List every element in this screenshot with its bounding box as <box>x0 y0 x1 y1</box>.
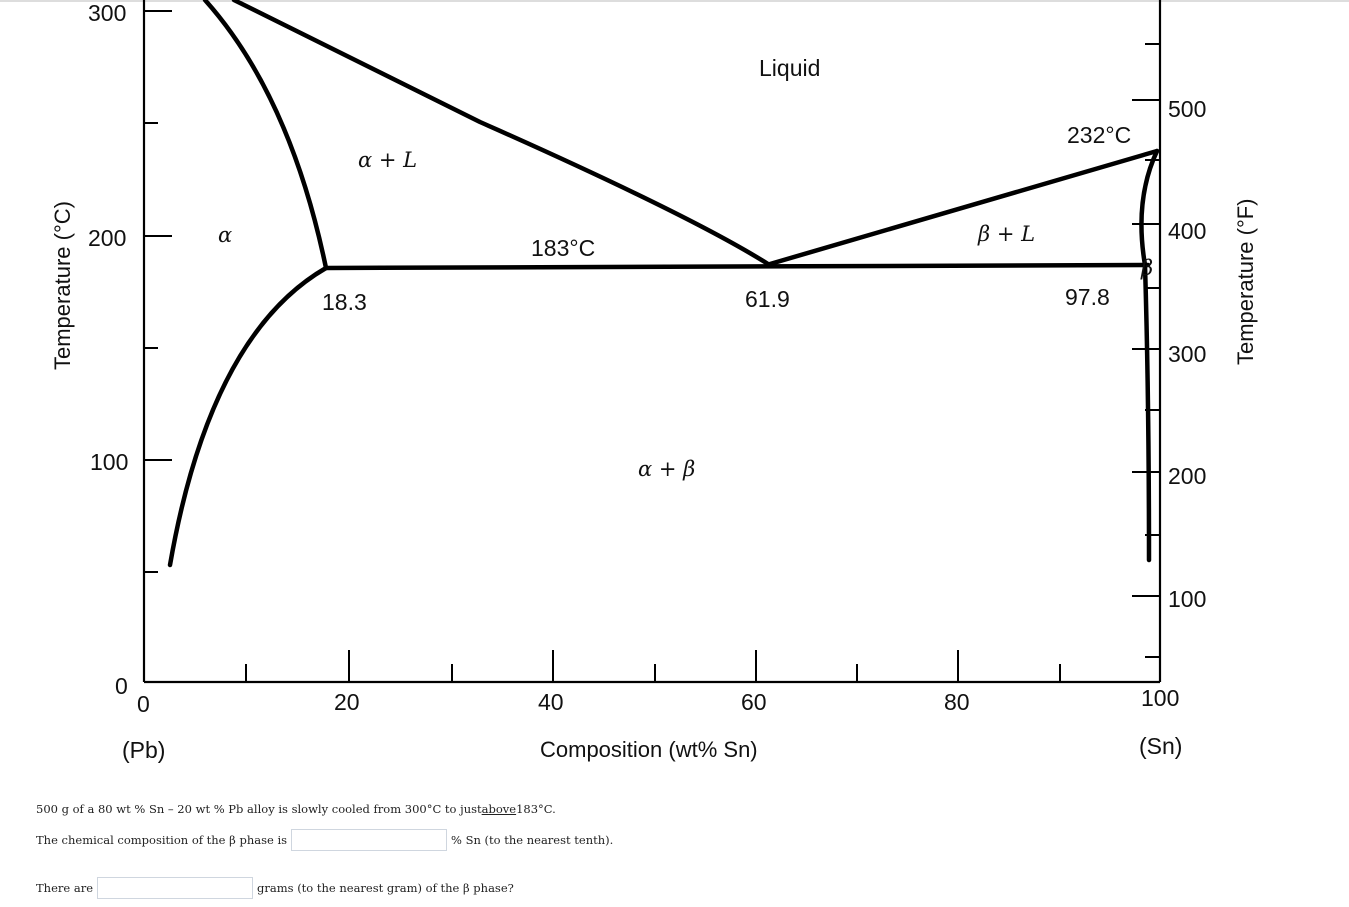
y-tick-0: 0 <box>115 673 128 699</box>
beta-solidus <box>1139 148 1160 268</box>
x-tick-0: 0 <box>137 691 150 717</box>
pb-label: (Pb) <box>122 737 165 763</box>
y-tick-100: 100 <box>90 449 128 475</box>
problem-statement: 500 g of a 80 wt % Sn – 20 wt % Pb alloy… <box>36 802 556 816</box>
y-axis-title-right: Temperature (°F) <box>1233 198 1258 365</box>
beta-mass-question: There are grams (to the nearest gram) of… <box>36 877 514 899</box>
liquidus-right <box>767 148 1160 267</box>
x-tick-80: 80 <box>944 689 970 715</box>
eutectic-comp-label: 61.9 <box>745 286 790 312</box>
sn-melting-label: 232°C <box>1067 122 1131 148</box>
region-alpha: α <box>218 223 232 247</box>
beta-composition-prompt: The chemical composition of the β phase … <box>36 833 288 847</box>
x-tick-60: 60 <box>741 689 767 715</box>
alpha-solvus <box>167 265 329 568</box>
beta-mass-units: grams (to the nearest gram) of the β pha… <box>257 881 514 895</box>
region-beta: β <box>1140 256 1153 280</box>
beta-mass-input[interactable] <box>97 877 254 899</box>
x-tick-100: 100 <box>1141 685 1179 711</box>
eutectic-line <box>323 262 1151 271</box>
eutectic-temp-label: 183°C <box>531 235 595 261</box>
left-ticks <box>144 10 172 573</box>
x-tick-40: 40 <box>538 689 564 715</box>
y-axis-title-left: Temperature (°C) <box>50 201 75 370</box>
problem-text-start: 500 g of a 80 wt % Sn – 20 wt % Pb alloy… <box>36 802 482 816</box>
problem-text-end: 183°C. <box>516 802 556 816</box>
f-tick-300: 300 <box>1168 341 1206 367</box>
beta-composition-input[interactable] <box>291 829 448 851</box>
f-tick-400: 400 <box>1168 218 1206 244</box>
y-tick-300: 300 <box>88 0 126 26</box>
liquidus-left <box>231 0 771 267</box>
f-tick-200: 200 <box>1168 463 1206 489</box>
region-alpha-plus-l: α + L <box>358 148 417 172</box>
region-liquid: Liquid <box>759 55 820 81</box>
region-beta-plus-l: β + L <box>977 222 1035 246</box>
problem-text-underlined: above <box>481 802 517 816</box>
y-tick-200: 200 <box>88 225 126 251</box>
x-axis-title: Composition (wt% Sn) <box>540 737 758 762</box>
x-tick-20: 20 <box>334 689 360 715</box>
beta-solvus <box>1142 262 1152 563</box>
alpha-max-label: 18.3 <box>322 289 367 315</box>
beta-mass-prompt: There are <box>36 881 94 895</box>
sn-label: (Sn) <box>1139 733 1182 759</box>
alpha-solidus <box>202 0 329 271</box>
beta-composition-units: % Sn (to the nearest tenth). <box>451 833 614 847</box>
beta-composition-question: The chemical composition of the β phase … <box>36 829 613 851</box>
f-tick-100: 100 <box>1168 586 1206 612</box>
phase-diagram: 300 200 100 0 500 400 300 200 100 0 20 4… <box>0 0 1349 763</box>
region-alpha-plus-beta: α + β <box>638 457 695 481</box>
f-tick-500: 500 <box>1168 96 1206 122</box>
bottom-ticks <box>245 650 1061 682</box>
beta-max-label: 97.8 <box>1065 284 1110 310</box>
